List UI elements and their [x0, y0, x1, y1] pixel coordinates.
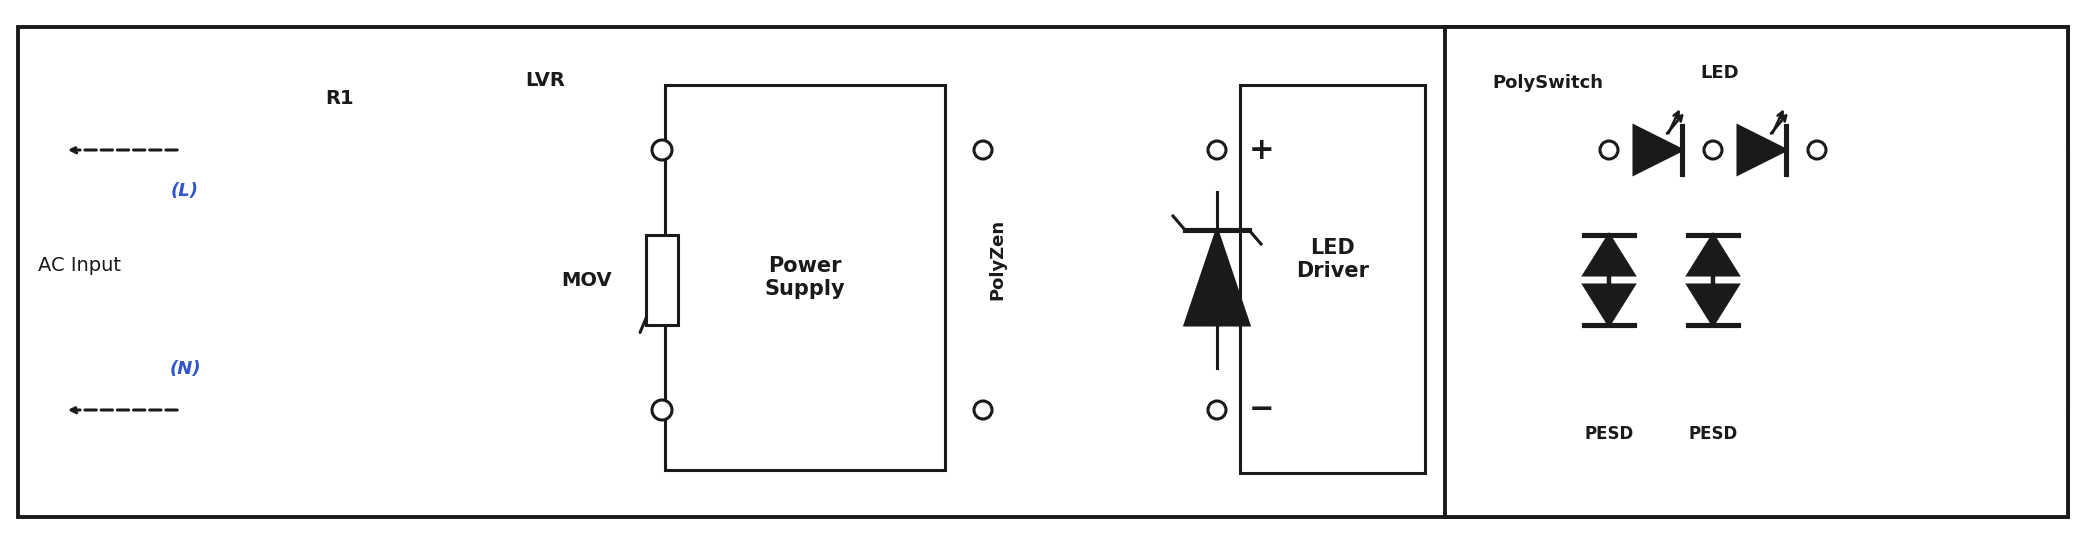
Text: PESD: PESD — [1688, 425, 1738, 443]
Text: MOV: MOV — [562, 270, 612, 289]
Text: LVR: LVR — [524, 71, 564, 90]
Circle shape — [973, 141, 992, 159]
Text: R1: R1 — [326, 89, 355, 108]
Text: (N): (N) — [169, 360, 201, 378]
Bar — [965, 85, 1220, 433]
Text: LED
Driver: LED Driver — [1295, 238, 1368, 281]
Circle shape — [652, 140, 673, 160]
Text: PolyZen: PolyZen — [988, 219, 1007, 300]
Bar — [1241, 85, 1425, 473]
Circle shape — [1207, 401, 1226, 419]
Circle shape — [652, 400, 673, 420]
Polygon shape — [1634, 126, 1682, 174]
Circle shape — [1600, 141, 1619, 159]
Text: LED: LED — [1700, 64, 1740, 82]
Bar — [1446, 27, 2068, 517]
Polygon shape — [1688, 235, 1738, 275]
Circle shape — [973, 401, 992, 419]
Text: (L): (L) — [171, 182, 198, 200]
Text: Power
Supply: Power Supply — [765, 256, 846, 299]
Circle shape — [1807, 141, 1826, 159]
Polygon shape — [1688, 285, 1738, 325]
Circle shape — [1207, 141, 1226, 159]
Bar — [646, 235, 679, 325]
Bar — [664, 85, 944, 470]
Polygon shape — [1583, 235, 1634, 275]
Text: +: + — [1249, 136, 1274, 165]
Bar — [19, 27, 2068, 517]
Text: PESD: PESD — [1583, 425, 1634, 443]
Text: AC Input: AC Input — [38, 256, 121, 275]
Text: PolySwitch: PolySwitch — [1492, 74, 1604, 92]
Polygon shape — [1583, 285, 1634, 325]
Text: −: − — [1249, 396, 1274, 425]
Polygon shape — [1738, 126, 1786, 174]
Polygon shape — [1184, 230, 1249, 325]
Circle shape — [1705, 141, 1721, 159]
